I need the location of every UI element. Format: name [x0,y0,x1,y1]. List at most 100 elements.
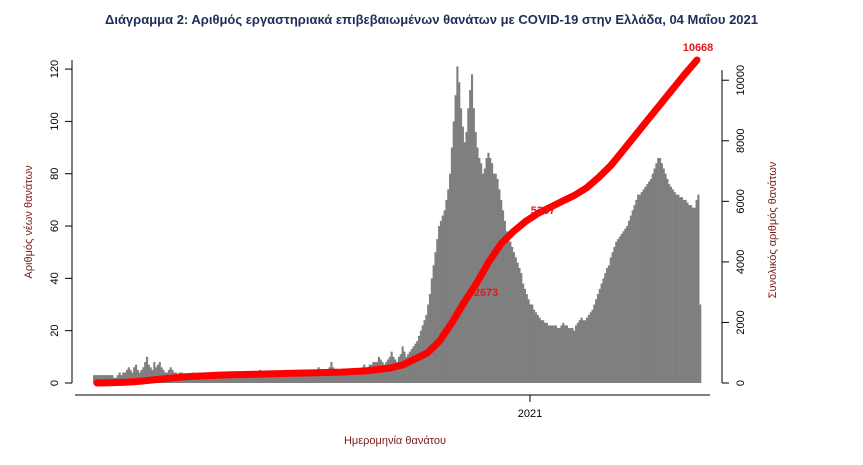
bar [655,163,658,383]
y-axis-title: Αριθμός νέων θανάτων [23,165,35,279]
bar [102,375,105,383]
bar [365,367,368,383]
bar [248,375,251,383]
bar [240,375,244,383]
bar [145,356,149,383]
bar [553,325,556,383]
bar [602,278,605,383]
bar [93,375,96,383]
bar [103,375,107,383]
bar [472,108,475,383]
bar [492,173,495,383]
bar [335,372,338,383]
bar [664,173,667,383]
bar [514,257,517,383]
bar [144,362,147,383]
bar [341,372,344,383]
bar [629,215,632,383]
bar [381,362,384,383]
bar [124,372,127,383]
bar [489,158,492,383]
y2-tick-label: 2000 [735,310,747,334]
bar [312,372,315,383]
bar [648,181,651,383]
bar [107,375,110,383]
bar [523,288,527,383]
bar [396,362,399,383]
bar [571,328,574,383]
bar [669,186,673,383]
bar [218,375,222,383]
bar [564,325,567,383]
bar [584,320,587,383]
bar [642,189,645,383]
bar [591,309,594,383]
bar [324,372,328,383]
bar [209,375,212,383]
bar [651,173,654,383]
bar [264,375,267,383]
bar [94,375,97,383]
bar [545,322,548,383]
bar [595,299,598,383]
y-axis-ticks: 0 20 40 60 80 100 120 [49,60,72,386]
bar [695,199,698,383]
bar [686,202,689,383]
bar [277,375,280,383]
bar [213,375,216,383]
bar [244,375,247,383]
bar [498,189,501,383]
bar [633,205,636,383]
bar [211,375,214,383]
bar [215,375,218,383]
bar [596,294,600,383]
bar [540,320,543,383]
bar [275,375,278,383]
cumulative-line [93,56,701,387]
bar [684,199,687,383]
bar [593,304,596,383]
bar [302,372,306,383]
bar [233,375,236,383]
bar [690,205,693,383]
bar [255,375,258,383]
bar [449,173,452,383]
bar [507,236,510,383]
bar [688,205,691,383]
bar [511,246,514,383]
bar [428,294,432,383]
bar [217,375,220,383]
bar [606,267,609,383]
bar [385,362,388,383]
bar [299,372,302,383]
bar [443,210,446,383]
bar [505,231,508,383]
bar [640,192,643,383]
bar [562,322,565,383]
bar [313,369,317,383]
bar [585,317,589,383]
bar [578,320,581,383]
bar [251,375,254,383]
bar [315,369,318,383]
bar [604,273,607,383]
bar [465,131,468,383]
bar [631,210,634,383]
bar [370,364,373,383]
bar [439,220,443,383]
bar [430,278,433,383]
bar [383,364,386,383]
bar [611,252,614,383]
bar [350,369,353,383]
bar [558,328,561,383]
bar [456,66,459,384]
bar [282,375,286,383]
bar [160,367,163,383]
bar [691,207,694,383]
bar [297,372,300,383]
bar [693,207,696,383]
bar [337,369,340,383]
cumulative-label-2: 5337 [531,205,555,217]
bar [627,220,631,383]
bar [352,369,355,383]
